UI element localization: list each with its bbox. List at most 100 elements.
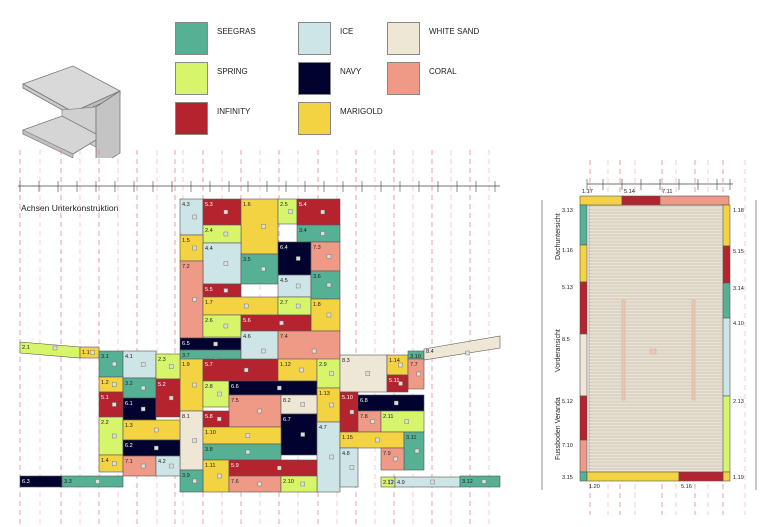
- panel-3.15[interactable]: 3.15: [562, 471, 588, 482]
- panel-2.10[interactable]: 2.10: [280, 475, 318, 493]
- panel-1.10[interactable]: 1.10: [202, 426, 282, 445]
- panel-3.11[interactable]: 3.11: [403, 431, 425, 471]
- panel-1.11[interactable]: 1.11: [202, 459, 230, 493]
- panel-4.1[interactable]: 4.1: [122, 350, 157, 379]
- panel-6.3[interactable]: 6.3: [19, 475, 63, 488]
- panel-4.8[interactable]: 4.8: [339, 447, 359, 488]
- panel-1.9[interactable]: 1.9: [179, 358, 204, 412]
- panel-7.2[interactable]: 7.2: [179, 260, 204, 339]
- panel-7.8[interactable]: 7.8: [357, 410, 382, 433]
- panel-6.7[interactable]: 6.7: [280, 413, 318, 456]
- panel-2.7[interactable]: 2.7: [277, 296, 312, 316]
- panel-6.8[interactable]: 6.8: [357, 394, 425, 412]
- panel-label: 1.1: [82, 350, 90, 356]
- panel-3.4[interactable]: 3.4: [296, 224, 341, 243]
- panel-1.7[interactable]: 1.7: [202, 296, 279, 316]
- panel-2.5[interactable]: 2.5: [277, 198, 298, 225]
- panel-4.5[interactable]: 4.5: [277, 274, 312, 298]
- panel-1.13[interactable]: 1.13: [316, 387, 341, 423]
- panel-5.6[interactable]: 5.6: [240, 314, 312, 332]
- panel-2.11[interactable]: 2.11: [380, 410, 425, 433]
- panel-7.5[interactable]: 7.5: [228, 394, 282, 428]
- panel-1.3[interactable]: 1.3: [122, 419, 181, 441]
- panel-4.4[interactable]: 4.4: [202, 242, 242, 285]
- panel-2.1[interactable]: 2.1: [19, 341, 81, 359]
- panel-6.4[interactable]: 6.4: [277, 241, 312, 276]
- panel-5.1[interactable]: 5.1: [98, 391, 124, 418]
- panel-5.15[interactable]: 5.15: [722, 245, 744, 284]
- panel-2.2[interactable]: 2.2: [98, 416, 124, 456]
- panel-7.10[interactable]: 7.10: [562, 439, 588, 473]
- panel-4.10[interactable]: 4.10: [722, 317, 744, 397]
- panel-7.11[interactable]: 7.11: [659, 189, 730, 206]
- panel-6.5[interactable]: 6.5: [179, 337, 242, 351]
- panel-marker: [393, 456, 398, 462]
- panel-5.10[interactable]: 5.10: [339, 391, 359, 433]
- panel-1.8[interactable]: 1.8: [310, 298, 341, 332]
- panel-7.3[interactable]: 7.3: [310, 241, 341, 272]
- panel-1.19[interactable]: 1.19: [722, 471, 744, 482]
- panel-1.1[interactable]: 1.1: [79, 346, 100, 359]
- panel-5.16[interactable]: 5.16: [678, 471, 724, 490]
- panel-1.2[interactable]: 1.2: [98, 376, 124, 393]
- panel-label: 4.9: [397, 480, 405, 486]
- panel-1.4[interactable]: 1.4: [98, 454, 124, 473]
- panel-4.9[interactable]: 4.9: [394, 476, 461, 488]
- panel-5.14[interactable]: 5.14: [621, 189, 661, 206]
- panel-1.16[interactable]: 1.16: [562, 244, 588, 283]
- panel-6.6[interactable]: 6.6: [228, 380, 318, 396]
- panel-2.8[interactable]: 2.8: [202, 380, 230, 408]
- panel-6.1[interactable]: 6.1: [122, 397, 157, 421]
- panel-4.2[interactable]: 4.2: [155, 455, 181, 477]
- panel-7.6[interactable]: 7.6: [228, 475, 282, 493]
- panel-3.3[interactable]: 3.3: [61, 475, 124, 488]
- panel-8.4[interactable]: 8.4: [423, 335, 501, 361]
- panel-2.13[interactable]: 2.13: [722, 395, 744, 473]
- panel-5.8[interactable]: 5.8: [202, 410, 230, 428]
- panel-3.9[interactable]: 3.9: [179, 469, 204, 493]
- panel-5.12[interactable]: 5.12: [562, 395, 588, 441]
- panel-3.1[interactable]: 3.1: [98, 350, 124, 378]
- panel-3.5[interactable]: 3.5: [240, 253, 279, 285]
- panel-7.7[interactable]: 7.7: [407, 358, 425, 390]
- panel-8.2[interactable]: 8.2: [280, 394, 318, 415]
- panel-marker: [300, 402, 305, 407]
- panel-5.13[interactable]: 5.13: [562, 281, 588, 335]
- panel-3.8[interactable]: 3.8: [202, 443, 282, 461]
- panel-2.3[interactable]: 2.3: [155, 353, 181, 380]
- panel-2.6[interactable]: 2.6: [202, 314, 242, 338]
- panel-5.2[interactable]: 5.2: [155, 378, 181, 418]
- panel-8.1[interactable]: 8.1: [179, 410, 204, 471]
- panel-5.7[interactable]: 5.7: [202, 358, 279, 382]
- panel-5.4[interactable]: 5.4: [296, 198, 341, 226]
- panel-7.1[interactable]: 7.1: [122, 455, 157, 477]
- panel-4.7[interactable]: 4.7: [316, 421, 341, 493]
- panel-7.9[interactable]: 7.9: [380, 447, 405, 471]
- panel-5.11[interactable]: 5.11: [386, 374, 409, 393]
- panel-3.12[interactable]: 3.12: [459, 475, 501, 488]
- panel-2.9[interactable]: 2.9: [316, 358, 341, 389]
- panel-4.3[interactable]: 4.3: [179, 198, 204, 236]
- panel-1.17[interactable]: 1.17: [579, 189, 623, 206]
- panel-1.18[interactable]: 1.18: [722, 204, 744, 247]
- panel-8.5[interactable]: 8.5: [562, 333, 588, 397]
- panel-2.12[interactable]: 2.12: [380, 476, 396, 488]
- panel-5.5[interactable]: 5.5: [202, 283, 242, 298]
- panel-3.10[interactable]: 3.10: [407, 350, 425, 360]
- panel-label: 7.10: [562, 443, 573, 449]
- panel-1.20[interactable]: 1.20: [586, 471, 680, 490]
- panel-1.14[interactable]: 1.14: [386, 354, 409, 376]
- panel-5.3[interactable]: 5.3: [202, 198, 242, 226]
- panel-1.15[interactable]: 1.15: [339, 431, 405, 449]
- panel-1.5[interactable]: 1.5: [179, 234, 204, 262]
- panel-6.2[interactable]: 6.2: [122, 439, 181, 457]
- panel-3.14[interactable]: 3.14: [722, 282, 744, 319]
- panel-3.6[interactable]: 3.6: [310, 270, 341, 300]
- panel-8.3[interactable]: 8.3: [339, 354, 388, 393]
- panel-2.4[interactable]: 2.4: [202, 224, 242, 244]
- panel-1.12[interactable]: 1.12: [277, 358, 318, 382]
- panel-1.6[interactable]: 1.6: [240, 198, 279, 255]
- panel-3.2[interactable]: 3.2: [122, 377, 157, 399]
- panel-3.13[interactable]: 3.13: [562, 204, 588, 246]
- panel-5.9[interactable]: 5.9: [228, 459, 318, 477]
